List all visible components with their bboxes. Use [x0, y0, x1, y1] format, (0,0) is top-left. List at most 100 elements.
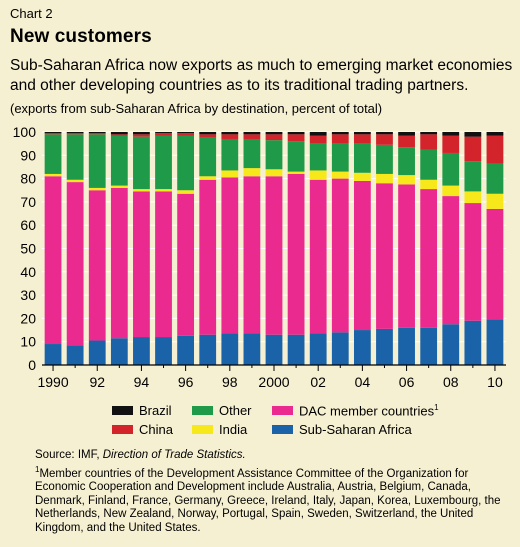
bar-segment-china: [177, 133, 195, 136]
y-tick-label: 80: [20, 171, 36, 187]
bar-segment-india: [88, 187, 106, 191]
bar-segment-other: [66, 134, 84, 180]
y-tick-label: 0: [28, 357, 36, 373]
legend-swatch-other: [192, 406, 213, 415]
bar-segment-other: [177, 135, 195, 191]
bar-segment-india: [353, 172, 371, 181]
bar-segment-india: [309, 170, 327, 180]
bar-segment-dac-member-countries: [486, 208, 504, 320]
bar-segment-dac-member-countries: [287, 173, 305, 335]
bar-segment-other: [287, 141, 305, 172]
bar-segment-china: [353, 134, 371, 144]
bar-segment-india: [110, 185, 128, 188]
bar-segment-other: [133, 136, 150, 190]
bar-segment-other: [464, 161, 482, 192]
bar-segment-other: [221, 138, 239, 171]
bar-segment-brazil: [331, 132, 349, 135]
x-tick-label: 98: [222, 374, 238, 390]
bar-segment-other: [199, 137, 217, 177]
bar-segment-dac-member-countries: [376, 183, 393, 329]
legend-india: India: [192, 422, 247, 437]
chart-legend: Brazil Other DAC member countries1 China…: [0, 398, 520, 438]
bar-segment-sub-saharan-africa: [309, 333, 327, 365]
chart-footnote: 1Member countries of the Development Ass…: [35, 463, 515, 535]
bar-segment-dac-member-countries: [442, 196, 460, 325]
x-tick-label: 06: [399, 374, 415, 390]
bar-segment-dac-member-countries: [88, 190, 106, 341]
bar-segment-brazil: [398, 132, 415, 136]
bar-segment-sub-saharan-africa: [243, 333, 261, 365]
bar-segment-dac-member-countries: [243, 176, 261, 334]
bar-segment-china: [155, 133, 172, 136]
bar-segment-india: [199, 176, 217, 180]
legend-china: China: [112, 422, 173, 437]
bar-segment-other: [309, 143, 327, 171]
bar-segment-india: [287, 171, 305, 174]
legend-brazil: Brazil: [112, 403, 172, 418]
x-tick-label: 94: [134, 374, 150, 390]
legend-ssa: Sub-Saharan Africa: [272, 422, 412, 437]
bar-segment-china: [464, 136, 482, 162]
bar-segment-china: [398, 135, 415, 148]
bar-segment-brazil: [442, 132, 460, 136]
bar-segment-other: [110, 135, 128, 186]
bar-segment-sub-saharan-africa: [331, 332, 349, 365]
bar-segment-brazil: [133, 132, 150, 135]
bar-segment-sub-saharan-africa: [442, 324, 460, 365]
bar-segment-china: [376, 134, 393, 145]
bar-segment-brazil: [199, 132, 217, 135]
bar-segment-china: [265, 134, 283, 141]
bar-segment-dac-member-countries: [177, 193, 195, 336]
bar-segment-other: [353, 143, 371, 173]
legend-label-india: India: [219, 422, 248, 437]
bar-segment-other: [376, 144, 393, 174]
x-tick-label: 2000: [258, 374, 289, 390]
bar-segment-india: [221, 170, 239, 178]
legend-swatch-india: [192, 425, 213, 434]
bar-segment-sub-saharan-africa: [110, 338, 128, 365]
bar-segment-dac-member-countries: [331, 178, 349, 333]
bar-segment-china: [287, 134, 305, 142]
bar-segment-india: [464, 191, 482, 204]
bar-segment-india: [420, 179, 438, 190]
bar-segment-india: [44, 173, 62, 177]
bar-segment-india: [243, 168, 261, 177]
y-tick-label: 40: [20, 264, 36, 280]
bar-segment-sub-saharan-africa: [287, 334, 305, 365]
chart-source: Source: IMF, Direction of Trade Statisti…: [35, 449, 246, 461]
legend-swatch-dac: [272, 406, 293, 416]
bar-segment-sub-saharan-africa: [177, 335, 195, 365]
bar-segment-brazil: [66, 132, 84, 134]
bar-segment-china: [309, 135, 327, 144]
x-tick-label: 10: [487, 374, 503, 390]
bar-segment-other: [331, 143, 349, 172]
bar-segment-sub-saharan-africa: [44, 344, 62, 365]
bar-segment-china: [420, 134, 438, 150]
y-tick-label: 30: [20, 287, 36, 303]
bar-segment-sub-saharan-africa: [486, 319, 504, 365]
legend-label-other: Other: [219, 403, 252, 418]
bar-segment-other: [398, 147, 415, 176]
bar-segment-brazil: [287, 132, 305, 135]
bar-segment-india: [133, 189, 150, 192]
bar-segment-sub-saharan-africa: [398, 327, 415, 365]
bar-segment-dac-member-countries: [221, 177, 239, 334]
legend-label-brazil: Brazil: [139, 403, 172, 418]
bar-segment-china: [243, 134, 261, 139]
chart-number: Chart 2: [10, 6, 53, 21]
bar-segment-dac-member-countries: [133, 191, 150, 338]
legend-dac-text: DAC member countries: [299, 403, 435, 419]
bar-segment-brazil: [265, 132, 283, 135]
x-tick-label: 96: [178, 374, 194, 390]
bar-segment-dac-member-countries: [464, 203, 482, 321]
bar-segment-sub-saharan-africa: [353, 330, 371, 365]
bar-segment-india: [331, 171, 349, 179]
bar-segment-india: [177, 190, 195, 194]
bar-segment-dac-member-countries: [420, 189, 438, 328]
chart-units-note: (exports from sub-Saharan Africa by dest…: [10, 101, 383, 116]
chart-subtitle: Sub-Saharan Africa now exports as much t…: [10, 57, 513, 94]
source-prefix: Source: IMF,: [35, 449, 103, 461]
bar-segment-dac-member-countries: [309, 179, 327, 334]
bar-segment-sub-saharan-africa: [420, 327, 438, 365]
bar-segment-other: [155, 135, 172, 190]
